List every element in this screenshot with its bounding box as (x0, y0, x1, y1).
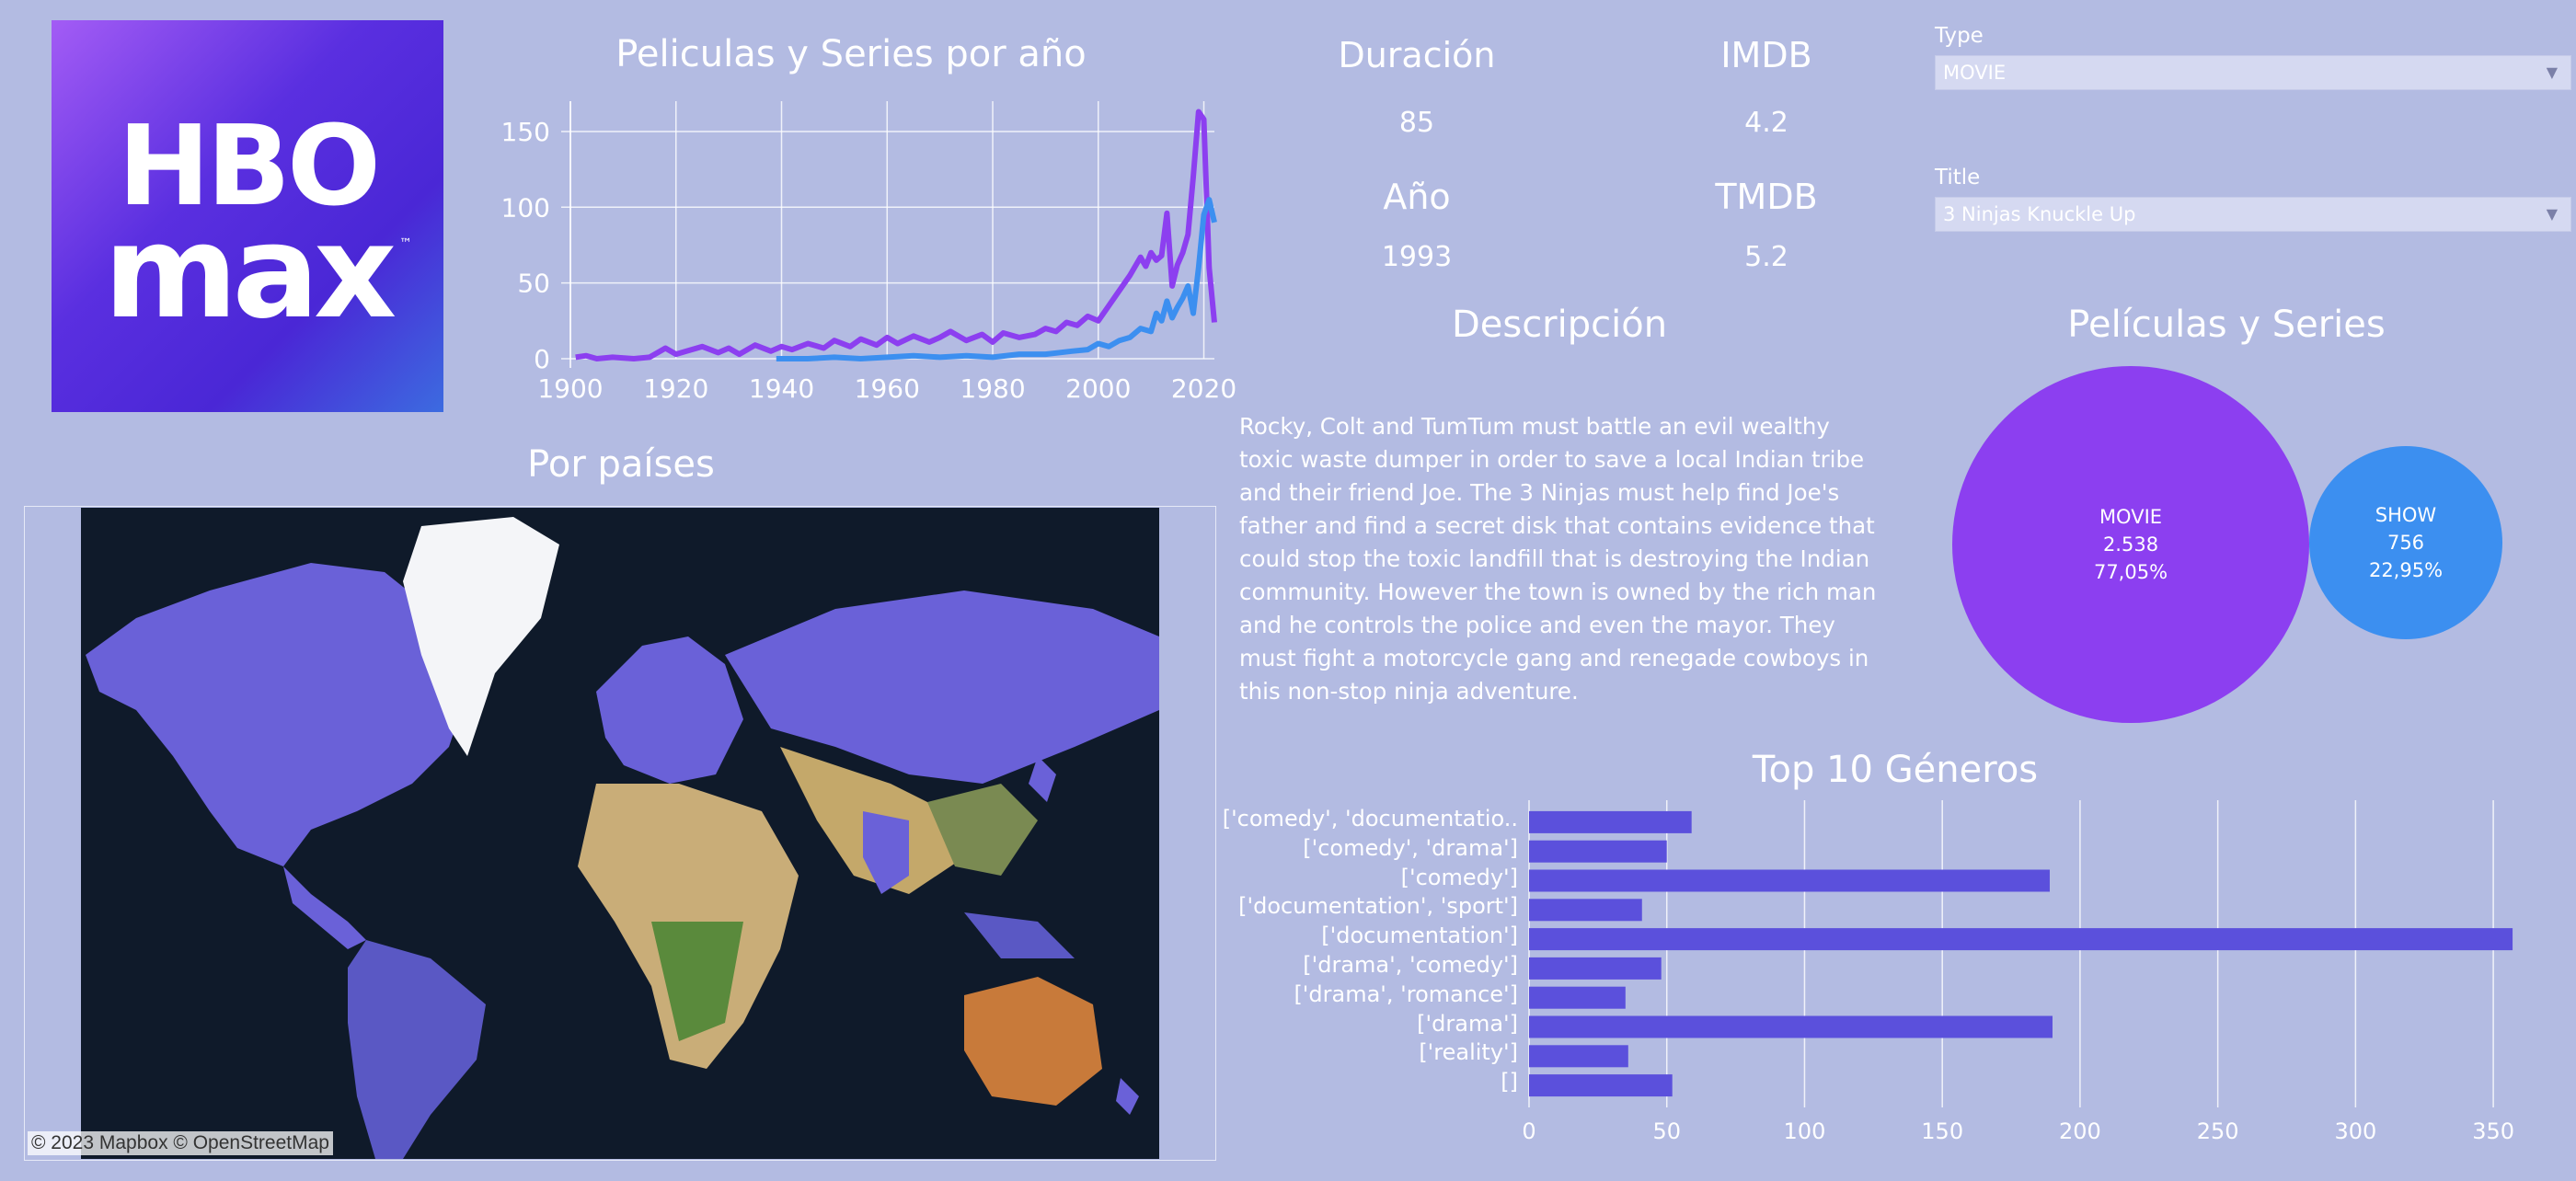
chevron-down-icon[interactable]: ▼ (2546, 205, 2558, 223)
y-tick-label: 50 (517, 269, 550, 299)
genre-bar[interactable] (1529, 810, 1692, 833)
asia-russia-region (725, 590, 1159, 784)
genre-label: ['comedy', 'drama'] (1303, 834, 1518, 861)
genre-label: ['drama', 'romance'] (1294, 980, 1518, 1007)
greenland-region (403, 517, 559, 756)
x-tick-label: 1960 (855, 373, 920, 404)
world-map[interactable] (81, 508, 1159, 1159)
duration-label: Duración (1338, 35, 1496, 75)
title-filter-dropdown[interactable]: 3 Ninjas Knuckle Up ▼ (1935, 197, 2571, 232)
series-line-0[interactable] (575, 109, 1217, 361)
new-zealand-region (1116, 1078, 1139, 1115)
genre-label: ['documentation'] (1321, 923, 1518, 949)
tmdb-value: 5.2 (1744, 241, 1788, 273)
central-africa-region (651, 922, 743, 1041)
x-tick-label: 1980 (960, 373, 1025, 404)
world-map-graphic (81, 508, 1159, 1159)
genres-chart-title: Top 10 Géneros (1752, 749, 2039, 791)
genre-bar[interactable] (1529, 1015, 2053, 1038)
genres-bar-chart[interactable]: 0 50 100 150 200 250 300 350 (1518, 798, 2567, 1166)
bar-x-tick-label: 50 (1652, 1118, 1681, 1144)
genre-bar[interactable] (1529, 986, 1626, 1009)
genre-label: ['reality'] (1419, 1039, 1518, 1066)
bubble-movie-name: MOVIE (2099, 506, 2163, 528)
hbo-max-logo: HBO max ™ (52, 20, 443, 412)
genre-bar[interactable] (1529, 869, 2050, 892)
title-filter-value: 3 Ninjas Knuckle Up (1943, 203, 2136, 225)
bubble-movie-count: 2.538 (2102, 533, 2159, 556)
x-tick-label: 1940 (749, 373, 814, 404)
genre-label: ['documentation', 'sport'] (1238, 893, 1518, 920)
bubble-show-name: SHOW (2375, 504, 2437, 526)
x-tick-label: 1900 (537, 373, 603, 404)
genre-bar[interactable] (1529, 928, 2513, 951)
chevron-down-icon[interactable]: ▼ (2546, 63, 2558, 81)
bar-x-tick-label: 200 (2059, 1118, 2101, 1144)
logo-text-hbo: HBO (118, 103, 381, 231)
australia-region (964, 977, 1102, 1106)
genre-bar[interactable] (1529, 840, 1667, 863)
map-attribution[interactable]: © 2023 Mapbox © OpenStreetMap (28, 1131, 333, 1155)
type-filter-dropdown[interactable]: MOVIE ▼ (1935, 55, 2571, 90)
imdb-value: 4.2 (1744, 107, 1788, 139)
type-filter-label: Type (1935, 24, 1984, 48)
y-tick-label: 0 (534, 344, 550, 374)
year-value: 1993 (1381, 241, 1453, 273)
bar-x-tick-label: 100 (1784, 1118, 1826, 1144)
bar-x-tick-label: 150 (1921, 1118, 1963, 1144)
logo-text-max: max (103, 198, 397, 348)
bubble-show[interactable]: SHOW 756 22,95% (2309, 446, 2502, 639)
genre-bar[interactable] (1529, 1074, 1673, 1097)
bubble-chart-title: Películas y Series (2067, 304, 2386, 346)
line-chart[interactable]: 1900 1920 1940 1960 1980 2000 2020 0 50 100 150 (460, 74, 1242, 423)
series-line-1[interactable] (776, 197, 1217, 361)
genre-label: ['drama', 'comedy'] (1303, 951, 1518, 978)
bar-x-tick-label: 0 (1522, 1118, 1535, 1144)
genre-bar[interactable] (1529, 1045, 1628, 1068)
duration-value: 85 (1398, 107, 1435, 139)
type-filter-value: MOVIE (1943, 62, 2007, 84)
bar-x-tick-label: 300 (2334, 1118, 2376, 1144)
bubble-show-count: 756 (2386, 532, 2425, 554)
tmdb-label: TMDB (1715, 177, 1818, 217)
china-region (927, 784, 1038, 876)
bar-x-tick-label: 350 (2472, 1118, 2514, 1144)
genre-bar[interactable] (1529, 957, 1662, 980)
map-title: Por países (527, 443, 715, 486)
genre-label: ['comedy'] (1400, 864, 1518, 890)
japan-region (1029, 756, 1056, 802)
central-america-region (283, 866, 366, 949)
logo-trademark: ™ (399, 236, 412, 251)
south-america-region (348, 940, 486, 1159)
bubble-movie[interactable]: MOVIE 2.538 77,05% (1952, 366, 2309, 723)
imdb-label: IMDB (1720, 35, 1812, 75)
year-label: Año (1383, 177, 1451, 217)
title-filter-label: Title (1935, 166, 1981, 189)
x-tick-label: 1920 (643, 373, 708, 404)
genre-label: ['drama'] (1417, 1010, 1518, 1037)
x-tick-label: 2020 (1171, 373, 1236, 404)
bar-x-tick-label: 250 (2197, 1118, 2239, 1144)
y-tick-label: 150 (501, 117, 550, 147)
india-region (863, 811, 909, 894)
southeast-asia-region (964, 912, 1075, 958)
genre-label: ['comedy', 'documentatio.. (1222, 805, 1518, 831)
genre-label: [] (1501, 1069, 1518, 1095)
europe-region (596, 636, 743, 784)
description-text: Rocky, Colt and TumTum must battle an ev… (1239, 413, 1877, 705)
description-title: Descripción (1451, 304, 1668, 346)
genre-bar[interactable] (1529, 899, 1642, 922)
y-tick-label: 100 (501, 192, 550, 223)
x-tick-label: 2000 (1065, 373, 1131, 404)
bubble-movie-pct: 77,05% (2093, 561, 2168, 583)
north-america-region (86, 563, 467, 866)
bubble-show-pct: 22,95% (2368, 559, 2444, 581)
line-chart-title: Peliculas y Series por año (615, 33, 1087, 75)
